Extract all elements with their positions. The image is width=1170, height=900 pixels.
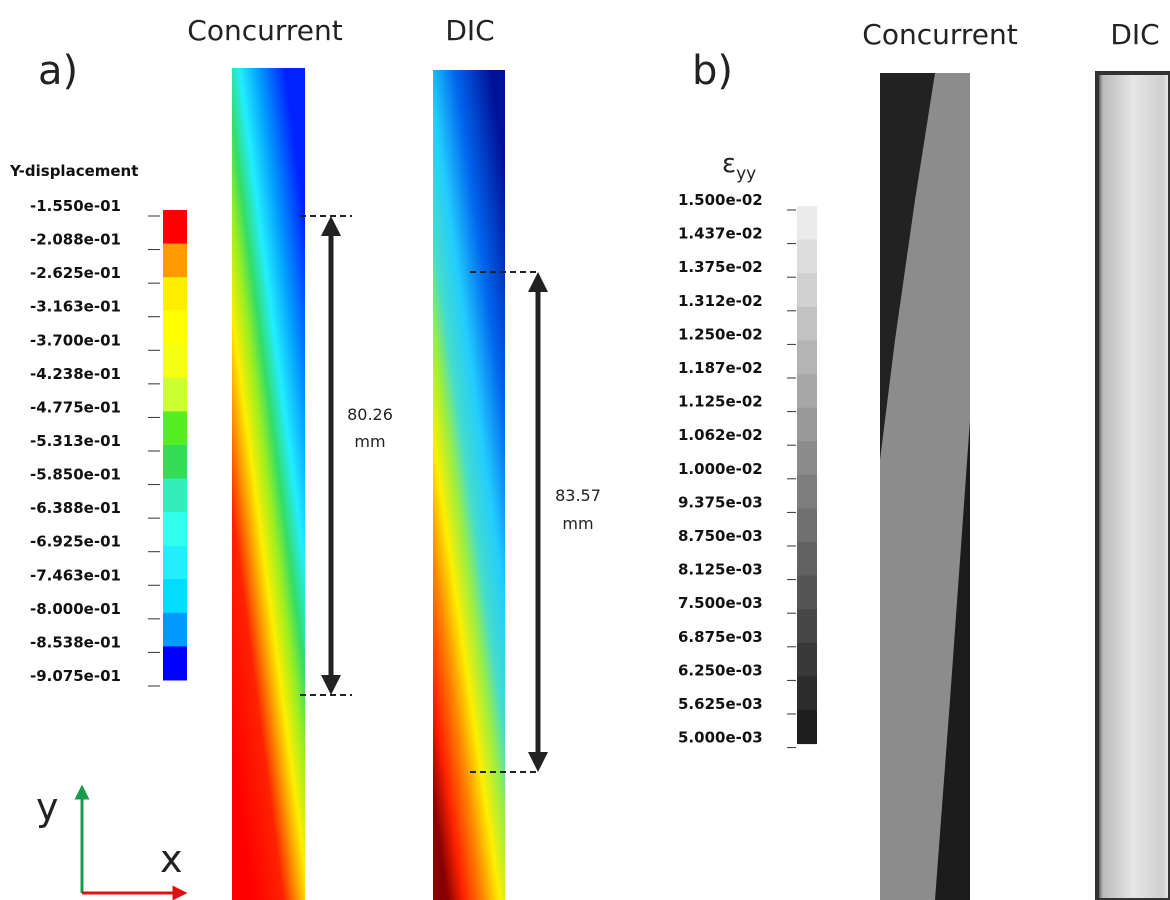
- legend-label: -4.775e-01: [30, 398, 121, 416]
- contour-strip: [232, 68, 305, 900]
- colorbar-band: [797, 374, 817, 409]
- plot-title: DIC: [1110, 18, 1159, 51]
- legend-label: -6.925e-01: [30, 533, 121, 551]
- legend-label: 8.125e-03: [678, 561, 763, 579]
- colorbar-band: [797, 609, 817, 644]
- measurement-value: 80.26: [347, 405, 393, 424]
- plot-title: DIC: [445, 14, 494, 47]
- colorbar-band: [163, 210, 187, 245]
- legend-label: 1.250e-02: [678, 325, 763, 343]
- colorbar-band: [797, 575, 817, 610]
- panel-label: a): [38, 48, 78, 94]
- legend-label: -6.388e-01: [30, 499, 121, 517]
- colorbar-band: [163, 512, 187, 547]
- legend-label: -9.075e-01: [30, 667, 121, 685]
- measurement-unit: mm: [562, 514, 593, 533]
- axis-label: y: [36, 785, 59, 829]
- legend-label: -1.550e-01: [30, 197, 121, 215]
- colorbar-band: [163, 411, 187, 446]
- legend-label: 7.500e-03: [678, 594, 763, 612]
- colorbar-band: [797, 642, 817, 677]
- colorbar-band: [797, 441, 817, 476]
- legend-label: 5.000e-03: [678, 729, 763, 747]
- legend-label: 1.437e-02: [678, 225, 763, 243]
- colorbar-band: [163, 545, 187, 580]
- legend-label: 1.125e-02: [678, 393, 763, 411]
- legend-label: 1.375e-02: [678, 258, 763, 276]
- legend-label: 1.500e-02: [678, 191, 763, 209]
- legend-symbol: ε: [722, 149, 736, 179]
- colorbar-band: [163, 612, 187, 647]
- legend-label: 1.000e-02: [678, 460, 763, 478]
- legend-label: -3.700e-01: [30, 331, 121, 349]
- legend-title: Y-displacement: [9, 162, 138, 180]
- colorbar-band: [163, 478, 187, 513]
- legend-label: -8.538e-01: [30, 633, 121, 651]
- legend-label: 1.312e-02: [678, 292, 763, 310]
- legend-label: 6.875e-03: [678, 628, 763, 646]
- plot-title: Concurrent: [862, 18, 1017, 51]
- colorbar-band: [797, 542, 817, 577]
- panel-label: b): [692, 48, 733, 94]
- axis-label: x: [160, 837, 183, 881]
- colorbar-band: [163, 277, 187, 312]
- legend-label: -3.163e-01: [30, 298, 121, 316]
- colorbar-band: [797, 508, 817, 543]
- measurement-unit: mm: [354, 432, 385, 451]
- colorbar-band: [797, 273, 817, 308]
- colorbar-band: [797, 710, 817, 745]
- legend-label: -2.088e-01: [30, 231, 121, 249]
- legend-label: 1.187e-02: [678, 359, 763, 377]
- legend-label: 9.375e-03: [678, 493, 763, 511]
- legend: -1.550e-01 -2.088e-01 -2.625e-01 -3.163e-01…: [30, 197, 187, 687]
- colorbar-band: [797, 474, 817, 509]
- legend-label: -5.850e-01: [30, 466, 121, 484]
- colorbar-band: [797, 206, 817, 241]
- legend-label: -2.625e-01: [30, 264, 121, 282]
- contour-strip: [433, 70, 505, 900]
- legend: 1.500e-02 1.437e-02 1.375e-02 1.312e-02 1.25…: [678, 191, 817, 749]
- legend-label: 5.625e-03: [678, 695, 763, 713]
- legend-label: 8.750e-03: [678, 527, 763, 545]
- colorbar-band: [797, 676, 817, 711]
- legend-label: 6.250e-03: [678, 661, 763, 679]
- legend-label: -8.000e-01: [30, 600, 121, 618]
- contour-region: [880, 73, 935, 460]
- legend-label: 1.062e-02: [678, 426, 763, 444]
- colorbar-band: [797, 239, 817, 274]
- plot-title: Concurrent: [187, 14, 342, 47]
- colorbar-band: [797, 340, 817, 375]
- measurement-value: 83.57: [555, 486, 601, 505]
- legend-label: -7.463e-01: [30, 566, 121, 584]
- colorbar-band: [163, 377, 187, 412]
- contour-region: [935, 420, 970, 900]
- colorbar-band: [163, 243, 187, 278]
- legend-label: -5.313e-01: [30, 432, 121, 450]
- colorbar-band: [163, 444, 187, 480]
- colorbar-band: [163, 344, 187, 379]
- colorbar-band: [163, 310, 187, 345]
- colorbar-band: [797, 407, 817, 442]
- colorbar-band: [163, 646, 187, 681]
- legend-label: -4.238e-01: [30, 365, 121, 383]
- contour-strip: [1095, 71, 1170, 900]
- colorbar-band: [797, 306, 817, 341]
- legend-subscript: yy: [736, 164, 756, 184]
- colorbar-band: [163, 579, 187, 614]
- legend-title: εyy: [722, 149, 756, 184]
